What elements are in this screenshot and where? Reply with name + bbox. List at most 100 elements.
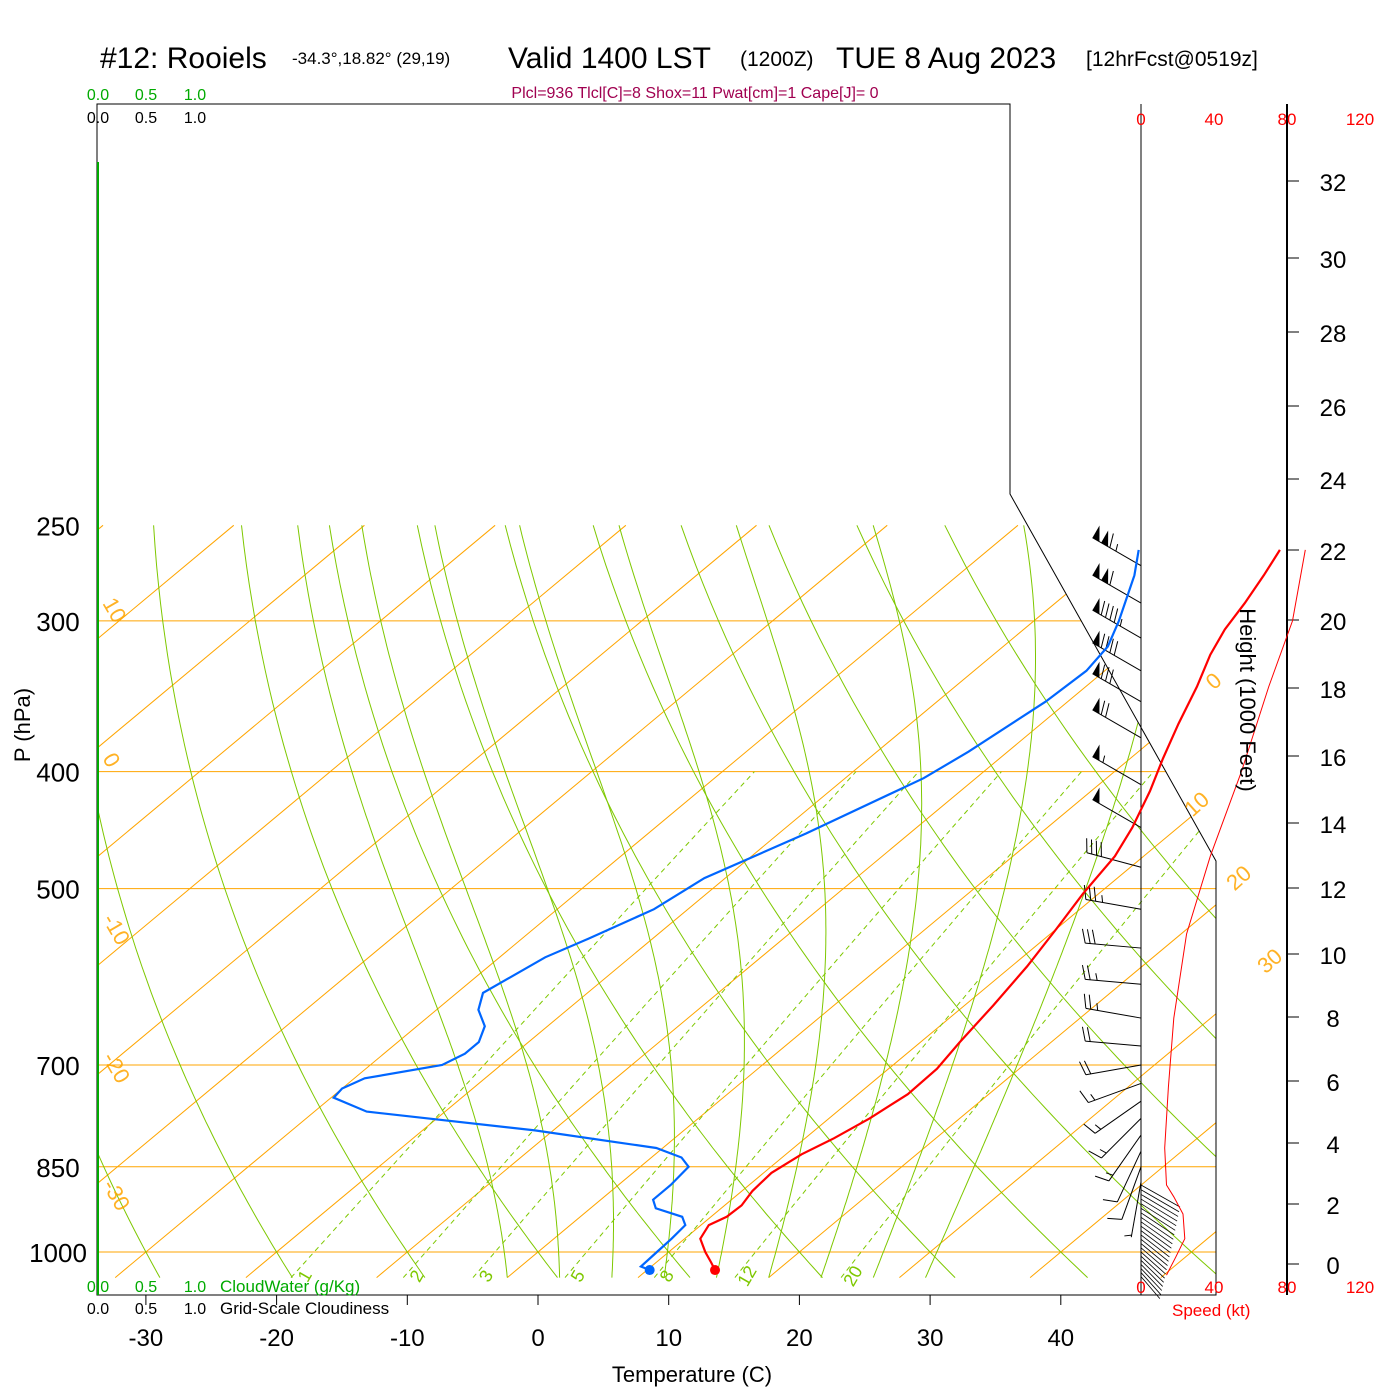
temperature-tick-label: 20 bbox=[786, 1325, 813, 1352]
speed-tick-bottom: 80 bbox=[1278, 1278, 1297, 1297]
height-tick-label: 12 bbox=[1320, 877, 1347, 904]
moist-adiabat bbox=[519, 525, 675, 1278]
wind-barb bbox=[1081, 964, 1142, 985]
wind-barb bbox=[1092, 562, 1142, 604]
wind-barb bbox=[1092, 697, 1142, 739]
surface-wind-hatch bbox=[1140, 1243, 1168, 1266]
wind-barb bbox=[1092, 630, 1142, 672]
isotherm-label: 30 bbox=[1252, 943, 1287, 978]
isotherm-line bbox=[376, 524, 1216, 1278]
surface-wind-hatch bbox=[1140, 1198, 1178, 1222]
isotherm-label: 0 bbox=[98, 748, 126, 771]
cloudiness-bottom-tick: 0.5 bbox=[135, 1301, 157, 1318]
speed-tick-top: 0 bbox=[1136, 110, 1145, 129]
stability-indices: Plcl=936 Tlcl[C]=8 Shox=11 Pwat[cm]=1 Ca… bbox=[511, 85, 878, 102]
height-tick-label: 18 bbox=[1320, 677, 1347, 704]
cloudiness-bottom-tick: 0.0 bbox=[87, 1301, 109, 1318]
wind-barb bbox=[1092, 525, 1142, 567]
wind-barbs bbox=[1079, 525, 1181, 1299]
isotherm-line bbox=[97, 524, 627, 1278]
speed-axis-label: Speed (kt) bbox=[1172, 1301, 1250, 1320]
y-axis-title: P (hPa) bbox=[10, 688, 35, 762]
wind-barb bbox=[1079, 1082, 1142, 1104]
mixing-ratio-label: 12 bbox=[733, 1262, 760, 1289]
isotherm-line bbox=[1029, 524, 1216, 1278]
cloud-legends: 0.0 0.0 0.0 0.0 0.5 0.5 0.5 0.5 1.0 1.0 1.0 1.0 Clou… bbox=[87, 87, 389, 1318]
dewpoint-curve bbox=[331, 549, 1140, 1272]
height-tick-label: 10 bbox=[1320, 943, 1347, 970]
wind-barb bbox=[1079, 1060, 1142, 1076]
speed-tick-top: 120 bbox=[1346, 110, 1374, 129]
dry-adiabat bbox=[416, 525, 823, 1278]
speed-tick-bottom: 0 bbox=[1136, 1278, 1145, 1297]
cloudiness-bottom-tick: 1.0 bbox=[184, 1301, 206, 1318]
height-tick-label: 2 bbox=[1326, 1193, 1339, 1220]
dewpoint-surface-dot bbox=[644, 1265, 655, 1276]
surface-wind-hatch bbox=[1140, 1216, 1174, 1240]
dry-adiabat bbox=[680, 525, 1216, 1278]
cloudwater-top-tick: 1.0 bbox=[184, 87, 206, 104]
temperature-tick-label: 40 bbox=[1047, 1325, 1074, 1352]
height-tick-label: 6 bbox=[1326, 1070, 1339, 1097]
isotherm-line bbox=[245, 524, 1149, 1278]
cloudiness-label: Grid-Scale Cloudiness bbox=[220, 1299, 389, 1318]
moist-adiabat bbox=[618, 525, 745, 1278]
height-tick-label: 28 bbox=[1320, 321, 1347, 348]
wind-barb bbox=[1081, 1026, 1142, 1047]
dry-adiabat bbox=[856, 525, 1216, 1278]
surface-wind-hatch bbox=[1140, 1189, 1180, 1213]
mixing-ratio-line bbox=[564, 771, 1002, 1278]
dry-adiabat bbox=[241, 525, 558, 1278]
wind-barb bbox=[1086, 838, 1142, 868]
valid-time: Valid 1400 LST bbox=[508, 42, 711, 75]
surface-wind-hatch bbox=[1140, 1238, 1169, 1262]
surface-wind-hatch bbox=[1140, 1203, 1177, 1227]
surface-wind-hatch bbox=[1140, 1255, 1165, 1279]
height-tick-label: 14 bbox=[1320, 812, 1347, 839]
mixing-ratio-line bbox=[290, 771, 755, 1278]
wind-barb bbox=[1094, 1134, 1142, 1182]
speed-tick-bottom: 40 bbox=[1205, 1278, 1224, 1297]
isotherm-line bbox=[97, 524, 888, 1278]
x-axis-title: Temperature (C) bbox=[612, 1362, 772, 1387]
height-tick-label: 4 bbox=[1326, 1132, 1339, 1159]
mixing-ratio-label: 8 bbox=[656, 1267, 678, 1286]
speed-tick-top: 40 bbox=[1205, 110, 1224, 129]
isotherm-line bbox=[768, 524, 1216, 1278]
plot-frame bbox=[96, 103, 1288, 1296]
cloudwater-label: CloudWater (g/Kg) bbox=[220, 1277, 360, 1296]
cloudiness-top-tick: 0.0 bbox=[87, 110, 109, 127]
temperature-tick-label: 10 bbox=[655, 1325, 682, 1352]
surface-wind-hatch bbox=[1140, 1194, 1179, 1217]
surface-wind-hatch bbox=[1140, 1264, 1164, 1287]
moist-adiabat bbox=[434, 525, 614, 1278]
pressure-tick-label: 400 bbox=[36, 758, 79, 788]
surface-wind-hatch bbox=[1140, 1268, 1163, 1291]
isotherm-label: 20 bbox=[1221, 860, 1256, 895]
wind-barb bbox=[1083, 1100, 1142, 1134]
dry-adiabat bbox=[153, 525, 426, 1278]
pressure-tick-label: 700 bbox=[36, 1051, 79, 1081]
height-tick-label: 20 bbox=[1320, 609, 1347, 636]
height-tick-label: 0 bbox=[1326, 1253, 1339, 1280]
isotherm-line bbox=[114, 524, 1019, 1278]
surface-wind-hatch bbox=[1140, 1207, 1176, 1231]
surface-wind-hatch bbox=[1140, 1234, 1170, 1258]
isotherm-line bbox=[97, 524, 496, 1278]
cloudwater-bottom-tick: 0.5 bbox=[135, 1279, 157, 1296]
cloudwater-top-tick: 0.0 bbox=[87, 87, 109, 104]
mixing-ratio-line bbox=[653, 771, 1082, 1278]
dry-adiabat bbox=[768, 525, 1216, 1278]
temperature-tick-label: -20 bbox=[259, 1325, 294, 1352]
temperature-curve bbox=[699, 549, 1281, 1271]
wind-barb bbox=[1124, 1181, 1142, 1238]
dry-adiabat bbox=[1297, 525, 1400, 1277]
isotherm-line bbox=[899, 524, 1216, 1278]
dry-adiabat bbox=[97, 525, 293, 1278]
height-axis-title: Height (1000 Feet) bbox=[1235, 608, 1260, 791]
mixing-ratio-line bbox=[472, 771, 919, 1278]
height-tick-label: 32 bbox=[1320, 170, 1347, 197]
surface-wind-hatch bbox=[1140, 1260, 1164, 1283]
surface-wind-hatch bbox=[1140, 1184, 1181, 1208]
